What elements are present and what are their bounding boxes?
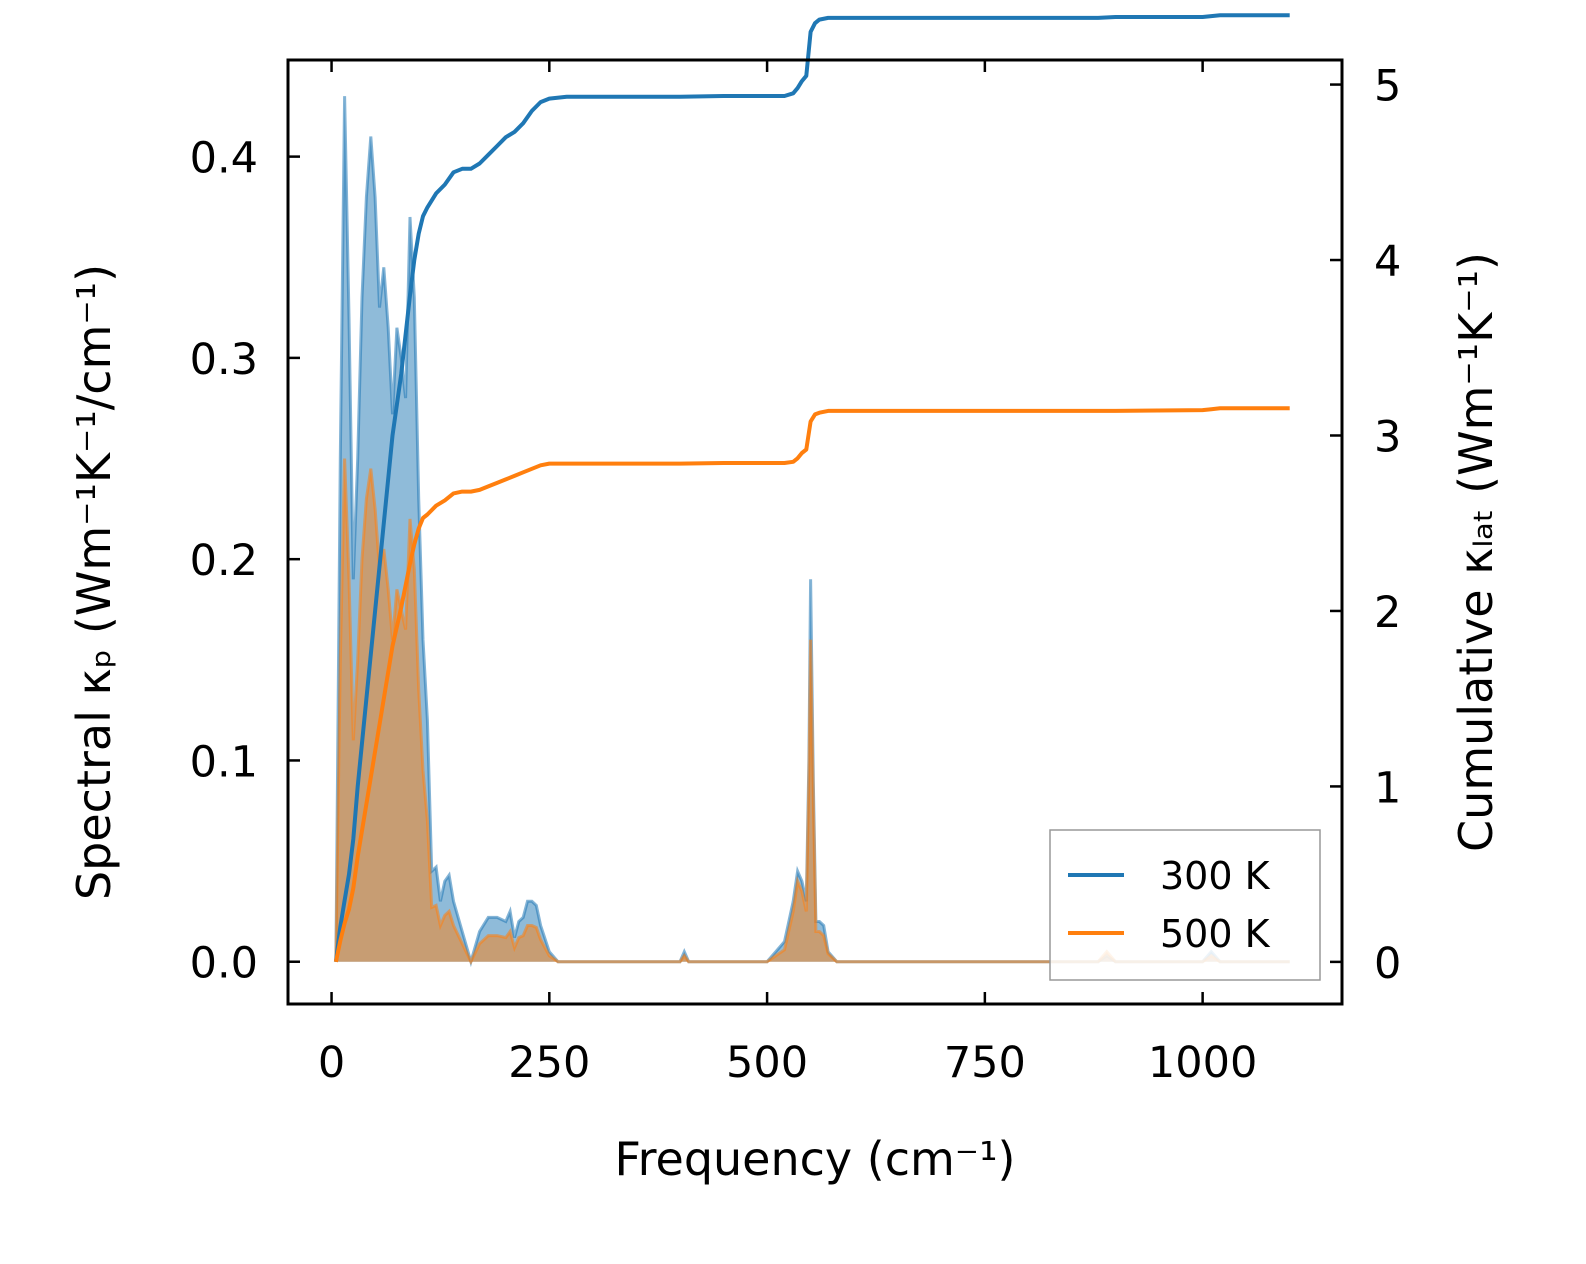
y-right-tick-label: 2 <box>1374 588 1401 638</box>
cumulative-line-300k <box>333 13 1290 963</box>
x-tick-label: 1000 <box>1148 1038 1257 1088</box>
spectral-outline-500k <box>334 458 1290 966</box>
legend-label-500k: 500 K <box>1160 912 1271 956</box>
legend-label-300k: 300 K <box>1160 854 1271 898</box>
y-right-tick-label: 4 <box>1374 237 1401 287</box>
y-right-axis-label: Cumulative κₗₐₜ (Wm⁻¹K⁻¹) <box>1449 252 1503 852</box>
spectral-area-500k <box>335 458 1290 962</box>
legend: 300 K 500 K <box>1049 829 1321 981</box>
y-left-tick-label: 0.2 <box>190 536 258 586</box>
x-axis-label: Frequency (cm⁻¹) <box>615 1132 1016 1186</box>
x-tick-label: 250 <box>508 1038 590 1088</box>
y-right-tick-label: 5 <box>1374 62 1401 112</box>
x-tick-label: 0 <box>318 1038 345 1088</box>
y-left-tick-label: 0.3 <box>190 335 258 385</box>
y-left-axis-label: Spectral κₚ (Wm⁻¹K⁻¹/cm⁻¹) <box>67 264 121 900</box>
y-left-tick-label: 0.1 <box>190 737 258 787</box>
cumulative-line-layer <box>333 13 1290 963</box>
legend-box <box>1049 829 1321 981</box>
y-right-tick-label: 3 <box>1374 412 1401 462</box>
y-left-tick-label: 0.4 <box>190 134 258 184</box>
cumulative-line-500k <box>333 406 1290 963</box>
spectral-outline-300k <box>334 96 1290 968</box>
y-right-tick-label: 1 <box>1374 763 1401 813</box>
x-tick-label: 500 <box>726 1038 808 1088</box>
tick-layer: 0 250 500 750 1000 0.0 0.1 0.2 0.3 0.4 0 1 2 3 4 5 <box>190 60 1401 1088</box>
y-right-tick-label: 0 <box>1374 939 1401 989</box>
x-tick-label: 750 <box>944 1038 1026 1088</box>
spectral-fill-layer <box>334 96 1290 968</box>
y-left-tick-label: 0.0 <box>190 939 258 989</box>
plot-frame <box>286 58 1344 1006</box>
